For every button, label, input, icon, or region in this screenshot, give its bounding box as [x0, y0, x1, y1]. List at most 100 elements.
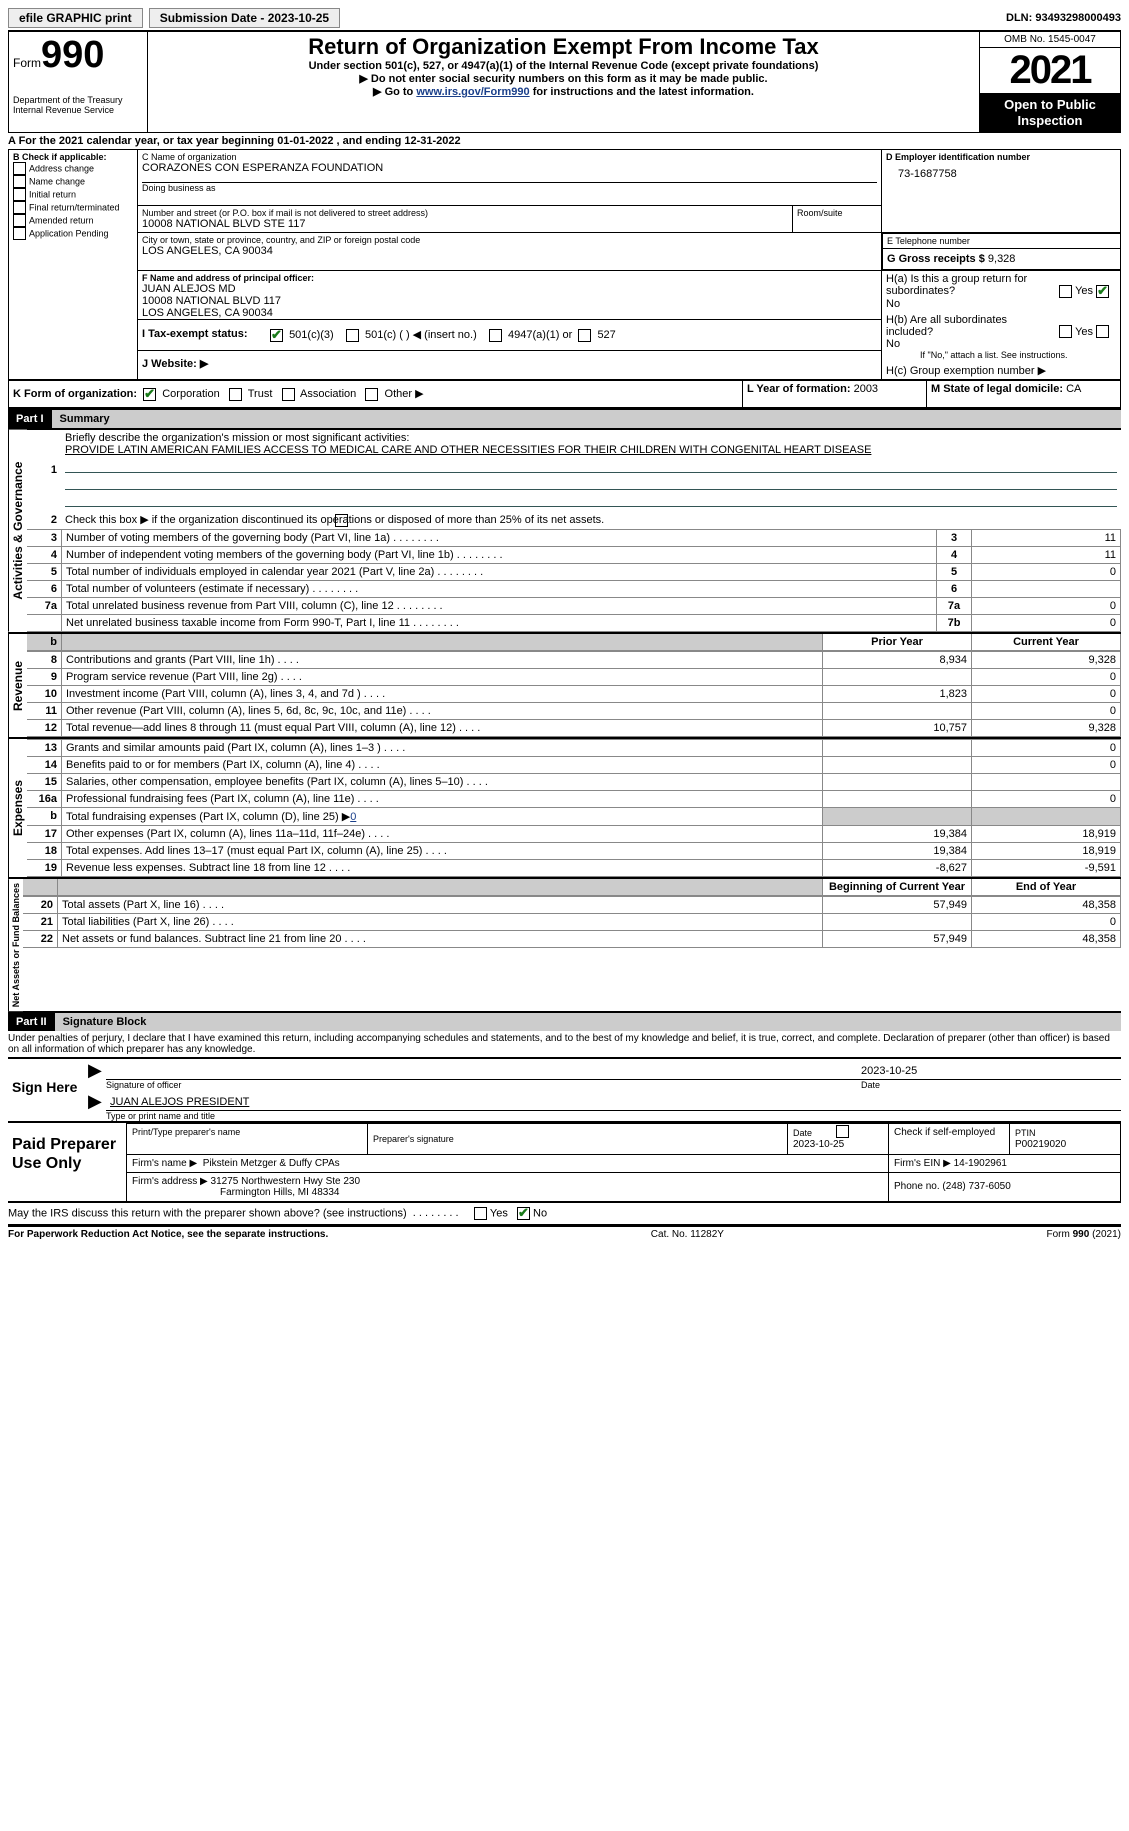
instr-link-row: ▶ Go to www.irs.gov/Form990 for instruct…	[152, 85, 975, 98]
chk-pending[interactable]: Application Pending	[13, 227, 133, 240]
firm-name-label: Firm's name ▶	[132, 1158, 197, 1169]
E-label: E Telephone number	[887, 236, 1116, 246]
chk-527[interactable]	[578, 329, 591, 342]
Ha-row: H(a) Is this a group return for subordin…	[886, 273, 1116, 310]
firm-addr2: Farmington Hills, MI 48334	[132, 1187, 340, 1198]
firm-ein-label: Firm's EIN ▶	[894, 1158, 951, 1169]
officer-addr1: 10008 NATIONAL BLVD 117	[142, 295, 877, 307]
instr-post: for instructions and the latest informat…	[530, 86, 754, 98]
city-label: City or town, state or province, country…	[142, 235, 877, 245]
activities-section: Activities & Governance 1 Briefly descri…	[8, 428, 1121, 632]
B-label: B Check if applicable:	[13, 152, 133, 162]
dept-treasury: Department of the Treasury	[13, 95, 143, 105]
chk-final[interactable]: Final return/terminated	[13, 201, 133, 214]
vert-revenue: Revenue	[8, 634, 27, 737]
open-to-public: Open to Public Inspection	[980, 93, 1120, 132]
tax-year: 2021	[980, 48, 1120, 93]
yes-label-a: Yes	[1075, 285, 1093, 297]
footer: For Paperwork Reduction Act Notice, see …	[8, 1226, 1121, 1240]
firm-addr-label: Firm's address ▶	[132, 1176, 208, 1187]
opt-amended: Amended return	[29, 216, 94, 226]
chk-501c[interactable]	[346, 329, 359, 342]
vert-netassets: Net Assets or Fund Balances	[8, 879, 23, 1011]
D-label: D Employer identification number	[886, 152, 1116, 162]
year-formation: 2003	[854, 383, 878, 395]
firm-addr1: 31275 Northwestern Hwy Ste 230	[211, 1176, 361, 1187]
chk-address[interactable]: Address change	[13, 162, 133, 175]
discuss-no[interactable]	[517, 1207, 530, 1220]
state-domicile: CA	[1066, 383, 1081, 395]
street-address: 10008 NATIONAL BLVD STE 117	[142, 218, 788, 230]
Hc-row: H(c) Group exemption number ▶	[886, 364, 1116, 377]
F-label: F Name and address of principal officer:	[142, 273, 877, 283]
sig-date: 2023-10-25	[861, 1065, 917, 1077]
chk-501c3[interactable]	[270, 329, 283, 342]
prep-sig-label: Preparer's signature	[373, 1134, 782, 1144]
sig-arrow-1: ▶	[88, 1060, 102, 1081]
no-label-b: No	[886, 338, 900, 350]
I-label: I Tax-exempt status:	[138, 320, 266, 350]
efile-button[interactable]: efile GRAPHIC print	[8, 8, 143, 28]
L-label: L Year of formation:	[747, 383, 851, 395]
part2-header-row: Part II Signature Block	[8, 1013, 1121, 1031]
dba-label: Doing business as	[142, 183, 877, 193]
chk-trust[interactable]	[229, 388, 242, 401]
chk-corp[interactable]	[143, 388, 156, 401]
part1-header-row: Part I Summary	[8, 408, 1121, 428]
mission-text: PROVIDE LATIN AMERICAN FAMILIES ACCESS T…	[65, 444, 871, 456]
Ha-yes[interactable]	[1059, 285, 1072, 298]
line1-label: Briefly describe the organization's miss…	[65, 432, 409, 444]
header-table: Form990 Department of the Treasury Inter…	[8, 32, 1121, 133]
top-bar: efile GRAPHIC print Submission Date - 20…	[8, 8, 1121, 32]
instr-ssn: ▶ Do not enter social security numbers o…	[152, 72, 975, 85]
sign-here-label: Sign Here	[8, 1059, 86, 1121]
chk-self-employed[interactable]	[836, 1125, 849, 1138]
opt-pending: Application Pending	[29, 229, 109, 239]
room-label: Room/suite	[797, 208, 877, 218]
discuss-yes[interactable]	[474, 1207, 487, 1220]
gross-receipts: 9,328	[988, 253, 1016, 265]
J-website: J Website: ▶	[138, 350, 881, 376]
form-word: Form	[13, 56, 41, 70]
col-end: End of Year	[972, 879, 1121, 896]
opt-527: 527	[597, 329, 615, 341]
expenses-section: Expenses 13Grants and similar amounts pa…	[8, 737, 1121, 877]
chk-initial[interactable]: Initial return	[13, 188, 133, 201]
omb-number: OMB No. 1545-0047	[980, 32, 1120, 48]
org-name: CORAZONES CON ESPERANZA FOUNDATION	[142, 162, 877, 174]
chk-4947[interactable]	[489, 329, 502, 342]
line-A: A For the 2021 calendar year, or tax yea…	[8, 133, 1121, 149]
chk-amended[interactable]: Amended return	[13, 214, 133, 227]
chk-assoc[interactable]	[282, 388, 295, 401]
discuss-yes-label: Yes	[490, 1207, 508, 1219]
type-name-label: Type or print name and title	[106, 1111, 1121, 1121]
officer-name-title: JUAN ALEJOS PRESIDENT	[110, 1096, 249, 1108]
city-value: LOS ANGELES, CA 90034	[142, 245, 877, 257]
K-label: K Form of organization:	[13, 388, 137, 400]
Ha-no[interactable]	[1096, 285, 1109, 298]
prep-date-label: Date	[793, 1128, 812, 1138]
irs-link[interactable]: www.irs.gov/Form990	[416, 86, 529, 98]
firm-name: Pikstein Metzger & Duffy CPAs	[203, 1158, 340, 1169]
chk-discontinued[interactable]	[335, 514, 348, 527]
col-begin: Beginning of Current Year	[823, 879, 972, 896]
prep-name-label: Print/Type preparer's name	[132, 1127, 362, 1137]
Hb-yes[interactable]	[1059, 325, 1072, 338]
C-name-label: C Name of organization	[142, 152, 877, 162]
submission-date-button[interactable]: Submission Date - 2023-10-25	[149, 8, 340, 28]
vert-activities: Activities & Governance	[8, 430, 27, 632]
discuss-row: May the IRS discuss this return with the…	[8, 1203, 1121, 1226]
chk-other[interactable]	[365, 388, 378, 401]
entity-table: B Check if applicable: Address change Na…	[8, 149, 1121, 380]
klm-row: K Form of organization: Corporation Trus…	[8, 380, 1121, 408]
form-subtitle: Under section 501(c), 527, or 4947(a)(1)…	[152, 60, 975, 72]
discuss-text: May the IRS discuss this return with the…	[8, 1207, 407, 1219]
opt-501c3: 501(c)(3)	[289, 329, 334, 341]
opt-name-change: Name change	[29, 177, 85, 187]
paid-preparer-label: Paid Preparer Use Only	[8, 1123, 126, 1201]
chk-name[interactable]: Name change	[13, 175, 133, 188]
instr-pre: ▶ Go to	[373, 86, 416, 98]
Hb-no[interactable]	[1096, 325, 1109, 338]
opt-address-change: Address change	[29, 164, 94, 174]
opt-501c: 501(c) ( ) ◀ (insert no.)	[365, 329, 477, 341]
